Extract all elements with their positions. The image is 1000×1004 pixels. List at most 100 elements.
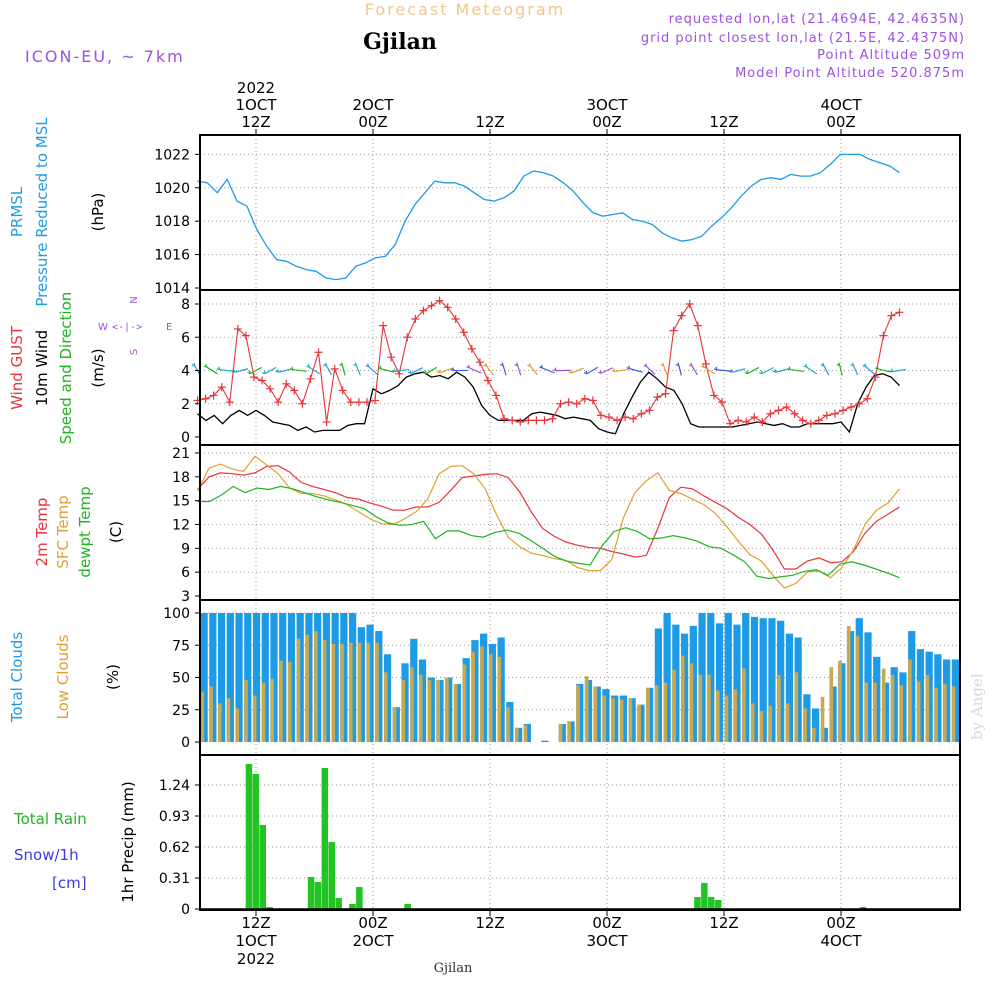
dewpt-temp-line xyxy=(197,485,900,580)
wind-gust-marker xyxy=(354,398,363,407)
wind-gust-marker xyxy=(411,314,420,323)
wind-gust-marker xyxy=(556,399,565,408)
rain-bar xyxy=(328,842,335,909)
wind-direction-arrow xyxy=(407,367,423,374)
wind-gust-marker xyxy=(726,419,735,428)
wind-direction-arrow xyxy=(675,362,682,376)
total-cloud-bar xyxy=(864,632,872,742)
wind-direction-arrow xyxy=(483,362,494,376)
compass-north: N xyxy=(129,296,140,303)
wind-direction-arrow xyxy=(353,362,361,376)
time-label-top: 00Z xyxy=(592,113,621,131)
low-cloud-bar xyxy=(925,674,930,742)
wind-gust-marker xyxy=(306,374,315,383)
wind-gust-marker xyxy=(798,416,807,425)
wind-gust-marker xyxy=(387,353,396,362)
y-tick-label: 1022 xyxy=(154,147,190,163)
location-title: Gjilan xyxy=(363,29,437,55)
wind-gust-marker xyxy=(274,398,283,407)
wind-gust-marker xyxy=(258,376,267,385)
low-cloud-bar xyxy=(628,698,633,742)
low-cloud-bar xyxy=(943,683,947,742)
wind-gust-marker xyxy=(241,331,250,340)
low-cloud-bar xyxy=(593,686,598,742)
y-tick-label: 0.31 xyxy=(159,871,190,887)
low-cloud-bar xyxy=(724,695,729,742)
wind-gust-marker xyxy=(322,418,331,427)
total-cloud-bar xyxy=(244,613,252,742)
y-tick-label: 6 xyxy=(181,565,190,581)
wind-gust-marker xyxy=(879,331,888,340)
low-cloud-bar xyxy=(637,704,641,742)
snow-label: Snow/1h xyxy=(14,846,79,864)
y-tick-label: 75 xyxy=(172,638,190,654)
footer-location: Gjilan xyxy=(434,961,473,976)
sfc-temp-line xyxy=(196,455,900,589)
wind-gust-marker xyxy=(830,409,839,418)
total-cloud-bar xyxy=(943,659,951,742)
low-cloud-bar xyxy=(794,672,799,742)
low-cloud-bar xyxy=(226,698,231,742)
total-cloud-bar xyxy=(217,613,226,742)
low-cloud-bar xyxy=(733,689,737,742)
wind-direction-arrow xyxy=(339,362,346,376)
rain-bar xyxy=(321,768,329,909)
wind-gust-marker xyxy=(346,398,355,407)
rain-bar xyxy=(349,904,356,909)
low-cloud-bar xyxy=(838,660,842,742)
total-cloud-bar xyxy=(541,740,549,742)
temp-2m-label: 2m Temp xyxy=(33,498,51,567)
rain-bar xyxy=(259,825,266,909)
low-cloud-bar xyxy=(619,699,624,742)
y-tick-label: 3 xyxy=(181,589,190,605)
total-cloud-bar xyxy=(829,686,837,742)
y-tick-label: 6 xyxy=(181,330,190,346)
total-cloud-bar xyxy=(270,613,278,742)
wind-direction-arrow xyxy=(275,368,292,373)
total-cloud-bar xyxy=(777,620,785,742)
y-tick-label: 1020 xyxy=(154,181,190,197)
time-label-top: 12Z xyxy=(241,113,270,131)
low-cloud-bar xyxy=(602,695,606,742)
time-label-top: 1OCT xyxy=(236,96,278,114)
wind-gust-marker xyxy=(467,344,476,353)
time-label-bottom: 4OCT xyxy=(821,932,863,950)
wind-gust-marker xyxy=(540,416,549,425)
wind-gust-marker xyxy=(596,411,605,420)
wind-gust-marker xyxy=(282,379,291,388)
total-cloud-bar xyxy=(602,689,610,742)
total-cloud-bar xyxy=(663,613,671,742)
y-tick-label: 4 xyxy=(181,364,190,380)
temp-2m-line xyxy=(197,465,900,570)
wind-direction-arrow xyxy=(191,362,201,376)
total-cloud-bar xyxy=(689,625,697,742)
wind-gust-marker xyxy=(435,296,444,305)
low-cloud-bar xyxy=(768,705,772,742)
wind-gust-marker xyxy=(588,396,597,405)
compass-south: S xyxy=(129,349,140,355)
wind-direction-arrow xyxy=(514,362,522,376)
y-tick-label: 8 xyxy=(181,297,190,313)
low-cloud-bar xyxy=(462,664,467,742)
wind-direction-arrow xyxy=(803,363,818,375)
total-rain-label: Total Rain xyxy=(13,810,87,828)
low-cloud-bar xyxy=(715,690,720,742)
panel-frame xyxy=(199,444,961,601)
low-cloud-bar xyxy=(261,682,266,742)
wind-gust-marker xyxy=(225,398,234,407)
wind-direction-arrow xyxy=(759,366,774,375)
wind-gust-marker xyxy=(709,391,718,400)
wind-gust-marker xyxy=(580,394,589,403)
total-cloud-bar xyxy=(226,613,234,742)
low-cloud-bar xyxy=(401,680,406,742)
low-cloud-bar xyxy=(514,727,519,742)
low-cloud-bar xyxy=(453,683,458,742)
wind-direction-label: Speed and Direction xyxy=(57,292,75,445)
wind-gust-marker xyxy=(201,394,210,403)
time-label-top: 00Z xyxy=(358,113,387,131)
low-cloud-bar xyxy=(314,631,318,742)
wind-gust-marker xyxy=(701,359,710,368)
time-label-bottom: 00Z xyxy=(826,914,855,932)
total-cloud-bar xyxy=(235,613,243,742)
low-cloud-bar xyxy=(322,640,327,742)
